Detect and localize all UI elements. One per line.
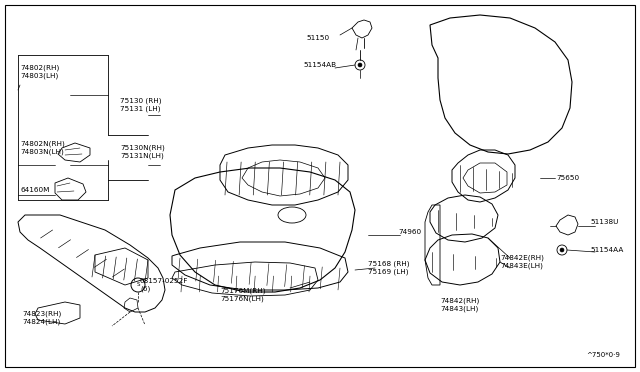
Text: 74802(RH)
74803(LH): 74802(RH) 74803(LH) [20,65,60,79]
Text: 75130N(RH)
75131N(LH): 75130N(RH) 75131N(LH) [120,145,164,159]
Text: 74842(RH)
74843(LH): 74842(RH) 74843(LH) [440,298,479,312]
Text: 51138U: 51138U [590,219,618,225]
Text: 74823(RH)
74824(LH): 74823(RH) 74824(LH) [22,311,61,325]
Text: 75168 (RH)
75169 (LH): 75168 (RH) 75169 (LH) [368,261,410,275]
Text: 51154AA: 51154AA [590,247,623,253]
Text: 64160M: 64160M [20,187,49,193]
Text: 75130 (RH)
75131 (LH): 75130 (RH) 75131 (LH) [120,98,161,112]
Text: 74802N(RH)
74803N(LH): 74802N(RH) 74803N(LH) [20,141,65,155]
Text: 51154AB: 51154AB [303,62,336,68]
Text: 51150: 51150 [306,35,329,41]
Text: ^750*0·9: ^750*0·9 [586,352,620,358]
Circle shape [560,248,564,252]
Text: S: S [136,282,140,288]
Text: 74842E(RH)
74843E(LH): 74842E(RH) 74843E(LH) [500,255,544,269]
Text: 75650: 75650 [556,175,579,181]
Text: 74960: 74960 [398,229,421,235]
Text: 08157-0252F
(6): 08157-0252F (6) [140,278,188,292]
Text: 75176M(RH)
75176N(LH): 75176M(RH) 75176N(LH) [220,288,266,302]
Circle shape [358,63,362,67]
